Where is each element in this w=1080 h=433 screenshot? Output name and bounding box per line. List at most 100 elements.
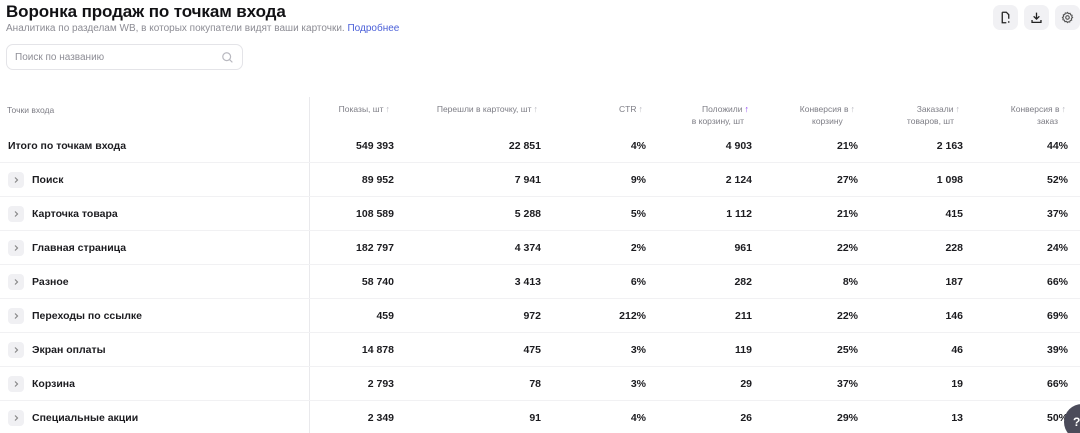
cell-order-conversion: 50% (1046, 411, 1068, 424)
cell-ctr: 5% (630, 207, 646, 220)
chevron-right-icon (14, 244, 19, 251)
help-button[interactable]: ? (1064, 404, 1080, 433)
cell-to-cart: 26 (740, 411, 752, 424)
cell-orders: 13 (951, 411, 963, 424)
cell-to-card: 7 941 (514, 173, 541, 186)
page-title: Воронка продаж по точкам входа (6, 2, 286, 21)
cell-cart-conversion: 25% (836, 343, 858, 356)
cell-cart-conversion: 27% (836, 173, 858, 186)
cell-to-card: 5 288 (514, 207, 541, 220)
cell-to-cart: 2 124 (725, 173, 752, 186)
table-row: Экран оплаты 14 878 475 3% 119 25% 46 39… (0, 333, 1080, 367)
cell-cart-conversion: 22% (836, 241, 858, 254)
row-name: Специальные акции (32, 411, 139, 424)
download-button[interactable] (1024, 5, 1049, 30)
table-row: Специальные акции 2 349 91 4% 26 29% 13 … (0, 401, 1080, 433)
row-name: Поиск (32, 173, 64, 186)
cell-ctr: 6% (630, 275, 646, 288)
col-header-to-card[interactable]: Перешли в карточку, шт ↑ (436, 104, 538, 114)
chevron-right-icon (14, 380, 19, 387)
sort-arrow-icon: ↑ (385, 104, 391, 114)
cell-orders: 46 (951, 343, 963, 356)
cell-cart-conversion: 8% (842, 275, 858, 288)
settings-button[interactable] (1055, 5, 1080, 30)
expand-button[interactable] (8, 307, 24, 324)
search-input[interactable] (15, 51, 221, 63)
settings-gear-icon (1061, 11, 1074, 24)
table-row: Переходы по ссылке 459 972 212% 211 22% … (0, 299, 1080, 333)
expand-button[interactable] (8, 239, 24, 256)
cell-views: 89 952 (361, 173, 394, 186)
chevron-right-icon (14, 176, 19, 183)
cell-to-cart: 4 903 (725, 140, 752, 152)
cell-ctr: 3% (630, 377, 646, 390)
question-icon: ? (1073, 415, 1080, 429)
cell-to-cart: 1 112 (726, 207, 752, 220)
cell-orders: 415 (945, 207, 963, 220)
cell-cart-conversion: 22% (836, 309, 858, 322)
report-button[interactable] (993, 5, 1018, 30)
expand-button[interactable] (8, 341, 24, 358)
cell-cart-conversion: 29% (836, 411, 858, 424)
cell-views: 2 793 (367, 377, 394, 390)
funnel-table: Точки входа Показы, шт ↑ Перешли в карточ… (0, 97, 1080, 433)
row-name: Карточка товара (32, 207, 118, 220)
search-box (6, 44, 243, 70)
cell-to-card: 91 (529, 411, 541, 424)
more-info-link[interactable]: Подробнее (347, 23, 400, 34)
cell-ctr: 212% (619, 309, 646, 322)
expand-button[interactable] (8, 273, 24, 290)
cell-to-card: 4 374 (514, 241, 541, 254)
cell-to-card: 972 (523, 309, 541, 322)
file-report-icon (1001, 11, 1010, 24)
col-header-entry-points: Точки входа (7, 105, 55, 115)
cell-order-conversion: 24% (1046, 241, 1068, 254)
cell-views: 549 393 (356, 140, 394, 152)
cell-orders: 2 163 (936, 140, 963, 152)
cell-to-card: 78 (529, 377, 541, 390)
col-header-cart-conversion[interactable]: Конверсия в ↑ корзину (799, 104, 855, 126)
cell-cart-conversion: 21% (836, 140, 858, 152)
download-icon (1031, 12, 1042, 24)
cell-cart-conversion: 37% (836, 377, 858, 390)
table-row: Корзина 2 793 78 3% 29 37% 19 66% (0, 367, 1080, 401)
cell-to-cart: 282 (734, 275, 752, 288)
expand-button[interactable] (8, 409, 24, 426)
row-name: Главная страница (32, 241, 127, 254)
row-name: Экран оплаты (32, 343, 106, 356)
expand-button[interactable] (8, 205, 24, 222)
cell-order-conversion: 39% (1046, 343, 1068, 356)
cell-views: 14 878 (361, 343, 394, 356)
cell-to-cart: 211 (735, 309, 752, 322)
cell-views: 182 797 (356, 241, 394, 254)
chevron-right-icon (14, 312, 19, 319)
col-header-ctr[interactable]: CTR ↑ (619, 104, 644, 114)
cell-orders: 19 (951, 377, 963, 390)
row-name: Корзина (32, 377, 75, 390)
cell-order-conversion: 69% (1046, 309, 1068, 322)
col-header-to-cart[interactable]: Положили ↑ в корзину, шт (691, 104, 750, 126)
cell-ctr: 3% (630, 343, 646, 356)
row-name: Разное (32, 275, 69, 288)
col-header-order-conversion[interactable]: Конверсия в ↑ заказ (1010, 104, 1066, 126)
search-icon[interactable] (221, 51, 234, 64)
cell-cart-conversion: 21% (836, 207, 858, 220)
cell-to-cart: 961 (734, 241, 752, 254)
sort-arrow-active-icon: ↑ (744, 104, 750, 114)
cell-views: 459 (376, 309, 394, 322)
expand-button[interactable] (8, 171, 24, 188)
table-row: Главная страница 182 797 4 374 2% 961 22… (0, 231, 1080, 265)
cell-order-conversion: 37% (1046, 207, 1068, 220)
expand-button[interactable] (8, 375, 24, 392)
sort-arrow-icon: ↑ (638, 104, 644, 114)
cell-views: 58 740 (361, 275, 394, 288)
cell-to-cart: 119 (735, 343, 752, 356)
col-header-orders[interactable]: Заказали ↑ товаров, шт (906, 104, 960, 126)
col-header-views[interactable]: Показы, шт ↑ (338, 104, 391, 114)
column-divider (309, 97, 310, 433)
cell-to-card: 3 413 (514, 275, 541, 288)
cell-ctr: 4% (630, 140, 646, 152)
row-name: Переходы по ссылке (32, 309, 142, 322)
subtitle-text: Аналитика по разделам WB, в которых поку… (6, 23, 345, 34)
